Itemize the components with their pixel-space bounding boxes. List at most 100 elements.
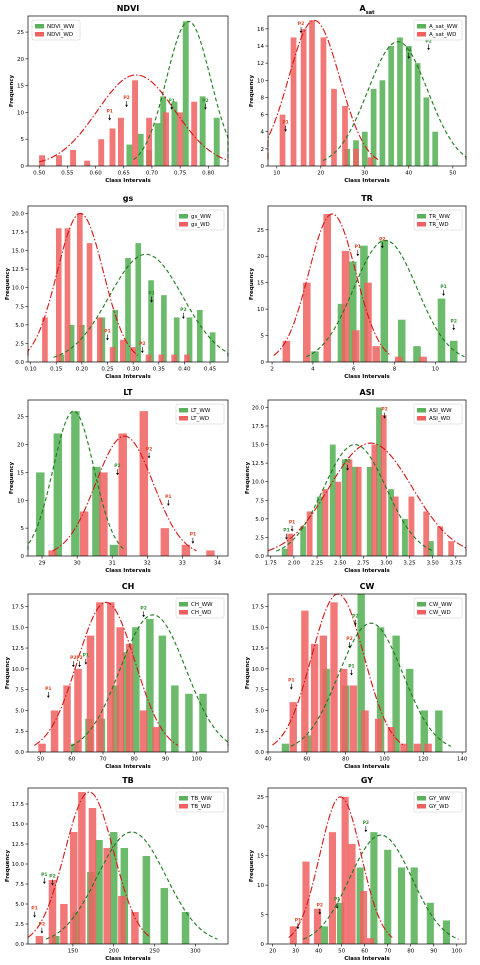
bar-gy-ww: [442, 920, 450, 944]
bar-ch-wd: [50, 710, 59, 752]
y-tick-label: 2.5: [255, 535, 264, 541]
bar-cw-ww: [420, 710, 428, 752]
chart-title: Asat: [360, 4, 376, 16]
legend-swatch-wd: [417, 222, 426, 227]
bar-ch-wd: [86, 635, 95, 752]
y-tick-label: 10.0: [252, 480, 265, 486]
y-tick-label: 10: [17, 498, 24, 504]
x-tick-label: 250: [149, 949, 160, 955]
bar-a-sat-wd: [320, 37, 327, 166]
x-tick-label: 8: [393, 367, 397, 373]
bar-asi-wd: [423, 511, 430, 556]
y-tick-label: 5: [261, 913, 265, 919]
bar-cw-wd: [387, 727, 395, 752]
x-tick-label: 32: [144, 561, 151, 567]
x-axis-label: Class Intervals: [105, 568, 151, 574]
x-tick-label: 0.50: [33, 171, 46, 177]
bar-lt-ww: [109, 544, 119, 556]
y-tick-label: 10.0: [12, 286, 25, 292]
legend-label: CH_WD: [191, 610, 211, 616]
x-tick-label: 3.50: [427, 561, 440, 567]
x-tick-label: 20: [317, 171, 324, 177]
x-tick-label: 0.75: [174, 171, 187, 177]
bar-a-sat-ww: [432, 131, 439, 166]
y-tick-label: 5.0: [255, 708, 264, 714]
fit-curve-wd: [27, 212, 139, 356]
peak-label: P1: [334, 897, 340, 903]
y-axis-label: Frequency: [5, 267, 11, 300]
x-tick-label: 0.80: [202, 171, 215, 177]
x-axis-label: Class Intervals: [344, 374, 390, 380]
peak-label: P1: [283, 528, 289, 534]
legend-label: NDVI_WW: [47, 24, 75, 30]
peak-arrowhead: [383, 416, 386, 419]
bar-lt-wd: [181, 544, 191, 556]
y-axis-label: Frequency: [245, 656, 251, 689]
bar-tr-ww: [449, 340, 458, 362]
peak-label: P1: [45, 686, 51, 692]
x-tick-label: 0.15: [50, 367, 63, 373]
bar-gs-wd: [76, 213, 83, 362]
chart-panel-ndvi: NDVI P1 P2 P1 P2 0.50 0.55 0.60 0.65 0.70 0.75 0.80…: [9, 4, 229, 184]
y-tick-label: 7.5: [255, 688, 264, 694]
peak-label: P2: [298, 21, 304, 27]
y-tick-label: 10: [257, 307, 264, 313]
x-tick-label: 10: [432, 367, 439, 373]
y-tick-label: 15.0: [12, 625, 25, 631]
peak-arrowhead: [84, 662, 88, 665]
bar-lt-wd: [160, 528, 170, 556]
peak-label: P2: [49, 874, 55, 880]
x-tick-label: 150: [68, 949, 79, 955]
bar-ch-ww: [132, 627, 140, 752]
bar-tr-wd: [351, 330, 360, 362]
bar-cw-wd: [400, 743, 408, 752]
fit-curve-ww: [276, 444, 434, 552]
bar-gy-wd: [359, 891, 368, 944]
bar-gy-ww: [320, 926, 328, 944]
y-tick-label: 10: [17, 110, 24, 116]
bar-asi-ww: [300, 526, 307, 556]
y-tick-label: 25: [17, 415, 24, 421]
chart-title: GY: [361, 776, 373, 785]
fit-curve-ww: [290, 622, 452, 747]
bar-a-sat-wd: [300, 28, 307, 166]
legend-label: CH_WW: [191, 602, 213, 608]
bar-ndvi-wd: [118, 117, 124, 166]
peak-arrowhead: [106, 338, 109, 341]
chart-panel-gy: GY P1 P2 P1 P2 20 30 40 50 60 70 80 90 100 0 5 10 15 20 25 C…: [249, 776, 467, 962]
y-tick-label: 0.0: [15, 942, 24, 948]
peak-label: P1: [148, 291, 154, 297]
axes-frame: [267, 399, 467, 557]
bar-a-sat-wd: [367, 157, 374, 166]
bar-gs-wd: [145, 354, 152, 362]
legend-label: A_sat_WD: [429, 32, 456, 38]
peak-label: P2: [451, 318, 457, 324]
fit-curve-ww: [133, 20, 229, 161]
peak-arrowhead: [108, 118, 112, 121]
legend-label: TB_WD: [190, 804, 211, 810]
bar-asi-ww: [366, 466, 373, 556]
bar-gs-ww: [125, 258, 131, 362]
legend-swatch-wd: [417, 32, 426, 37]
bar-gs-wd: [120, 339, 126, 362]
bar-gy-ww: [336, 902, 345, 944]
legend-swatch-ww: [417, 214, 426, 219]
bar-ndvi-wd: [56, 155, 62, 166]
bar-ndvi-wd: [191, 101, 198, 166]
bar-asi-wd: [355, 466, 362, 556]
bar-gs-wd: [130, 347, 136, 362]
bar-ch-wd: [116, 627, 124, 752]
legend-swatch-ww: [179, 214, 188, 219]
bar-lt-wd: [79, 511, 89, 556]
bar-gs-ww: [148, 280, 154, 362]
legend-label: TR_WW: [428, 214, 450, 220]
legend-swatch-ww: [417, 796, 426, 801]
bar-lt-wd: [206, 550, 215, 556]
legend-swatch-wd: [179, 416, 188, 421]
legend: A_sat_WW A_sat_WD: [413, 19, 463, 41]
x-tick-label: 0.20: [76, 367, 89, 373]
peak-label: P2: [39, 922, 45, 928]
bar-gs-ww: [173, 317, 180, 362]
